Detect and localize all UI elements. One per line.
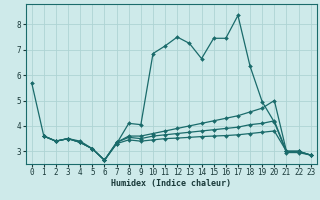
X-axis label: Humidex (Indice chaleur): Humidex (Indice chaleur) (111, 179, 231, 188)
